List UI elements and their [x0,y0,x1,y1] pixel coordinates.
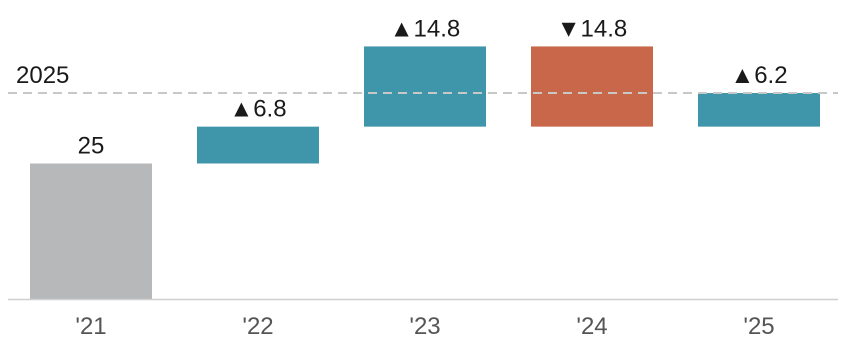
bar-value-label-0: 25 [78,133,105,160]
bars-layer [30,46,820,299]
bar-value-label-1: ▲6.8 [229,96,286,123]
labels-layer: 25 ▲6.8 ▲14.8 ▼14.8 ▲6.2 [78,15,788,159]
x-tick-label-0: '21 [75,313,106,340]
bar-value-label-2: ▲14.8 [390,15,460,42]
x-tick-label-3: '24 [576,313,607,340]
reference-line-label: 2025 [16,62,69,89]
x-axis-ticks: '21 '22 '23 '24 '25 [75,313,774,340]
x-tick-label-4: '25 [743,313,774,340]
bar-1 [197,126,319,164]
bar-value-label-3: ▼14.8 [557,15,627,42]
bar-4 [698,93,820,127]
x-tick-label-1: '22 [242,313,273,340]
bar-3 [531,46,653,127]
bar-2 [364,46,486,127]
bar-value-label-4: ▲6.2 [730,62,787,89]
x-tick-label-2: '23 [409,313,440,340]
bar-0 [30,163,152,299]
